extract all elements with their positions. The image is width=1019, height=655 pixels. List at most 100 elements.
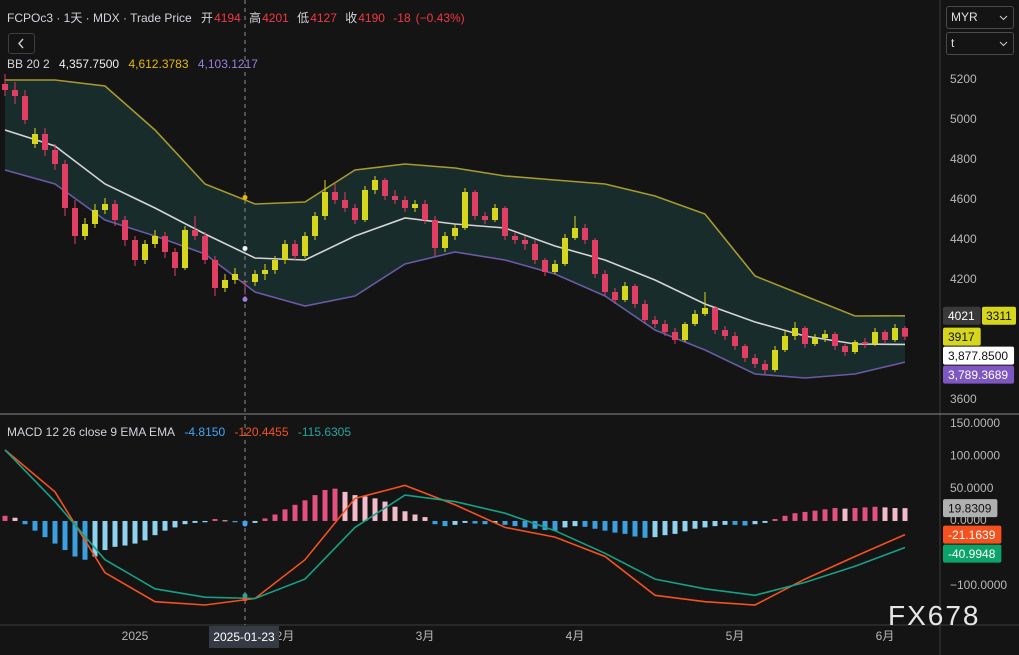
crosshair-marker	[243, 246, 248, 251]
field-value: 4201	[262, 11, 289, 25]
candle-body	[462, 192, 468, 228]
back-button[interactable]	[8, 33, 35, 54]
candle-body	[392, 196, 398, 200]
y-tick-label: 4400	[950, 232, 977, 246]
candle-body	[402, 200, 408, 208]
histogram-bar	[363, 496, 368, 521]
histogram-bar	[903, 508, 908, 521]
candle-body	[472, 192, 478, 216]
histogram-bar	[333, 489, 338, 521]
histogram-bar	[383, 502, 388, 521]
candle-body	[842, 346, 848, 352]
histogram-bar	[523, 521, 528, 527]
candle-body	[602, 274, 608, 292]
histogram-bar	[183, 521, 188, 524]
histogram-bar	[583, 521, 588, 527]
y-tick-label: 3600	[950, 392, 977, 406]
histogram-bar	[203, 521, 208, 522]
change: -18	[393, 11, 410, 25]
crosshair-label: 2025-01-23	[213, 630, 275, 644]
histogram-bar	[63, 521, 68, 550]
candle-body	[12, 90, 18, 96]
candle-body	[412, 204, 418, 208]
histogram-bar	[503, 521, 508, 525]
histogram-bar	[263, 518, 268, 521]
histogram-bar	[3, 516, 8, 521]
histogram-bar	[53, 521, 58, 544]
candle-body	[332, 192, 338, 200]
candle-body	[712, 308, 718, 330]
candle-body	[422, 204, 428, 220]
candle-body	[622, 286, 628, 300]
histogram-bar	[13, 518, 18, 521]
histogram-bar	[683, 521, 688, 531]
candle-body	[722, 330, 728, 336]
legend-value: 4,357.7500	[59, 57, 119, 71]
histogram-bar	[803, 512, 808, 521]
histogram-bar	[793, 513, 798, 521]
histogram-bar	[213, 519, 218, 521]
candle-body	[672, 332, 678, 340]
histogram-bar	[123, 521, 128, 546]
histogram-bar	[663, 521, 668, 535]
crosshair-marker	[243, 522, 248, 527]
histogram-bar	[693, 521, 698, 529]
field-value: 4190	[358, 11, 385, 25]
histogram-bar	[603, 521, 608, 531]
y-tick-label: 5200	[950, 72, 977, 86]
histogram-bar	[33, 521, 38, 531]
candle-body	[452, 228, 458, 236]
histogram-bar	[153, 521, 158, 535]
candle-body	[82, 224, 88, 236]
chevron-icon	[9, 34, 34, 53]
x-tick-label: 2025	[122, 629, 149, 643]
candle-body	[902, 328, 908, 337]
candle-body	[292, 244, 298, 256]
candle-body	[202, 236, 208, 260]
candle-body	[682, 324, 688, 340]
histogram-bar	[813, 511, 818, 521]
histogram-bar	[843, 509, 848, 521]
histogram-bar	[563, 521, 568, 527]
histogram-bar	[453, 521, 458, 525]
candle-body	[212, 260, 218, 288]
crosshair-marker	[243, 297, 248, 302]
field-label: 低	[297, 11, 309, 25]
candle-body	[562, 238, 568, 264]
histogram-bar	[573, 521, 578, 526]
candle-body	[172, 252, 178, 268]
unit-dropdown[interactable]: t	[946, 32, 1014, 55]
histogram-bar	[473, 521, 478, 524]
price-badge-label: 19.8309	[948, 501, 992, 515]
candle-body	[752, 358, 758, 364]
candle-body	[92, 210, 98, 224]
candle-body	[532, 244, 538, 260]
field-label: 收	[345, 11, 357, 25]
currency: MYR	[951, 10, 978, 24]
legend-value: -115.6305	[298, 425, 351, 439]
candle-body	[572, 228, 578, 238]
candle-body	[132, 240, 138, 260]
candle-body	[512, 236, 518, 240]
candle-body	[252, 274, 258, 282]
crosshair-marker	[243, 593, 248, 598]
candle-body	[662, 324, 668, 332]
field-label: 开	[201, 11, 213, 25]
field-label: 高	[249, 11, 261, 25]
price-badge-label: 3,789.3689	[948, 368, 1008, 382]
histogram-bar	[23, 521, 28, 524]
candle-body	[612, 292, 618, 300]
currency-dropdown[interactable]: MYR	[946, 6, 1014, 29]
histogram-bar	[313, 495, 318, 521]
histogram-bar	[443, 521, 448, 526]
y-tick-label: 4200	[950, 272, 977, 286]
histogram-bar	[593, 521, 598, 529]
candle-body	[442, 236, 448, 248]
histogram-bar	[253, 521, 258, 523]
histogram-bar	[873, 507, 878, 521]
candle-body	[542, 260, 548, 272]
price-badge-label: -40.9948	[948, 547, 996, 561]
histogram-bar	[433, 521, 438, 524]
histogram-bar	[883, 507, 888, 521]
